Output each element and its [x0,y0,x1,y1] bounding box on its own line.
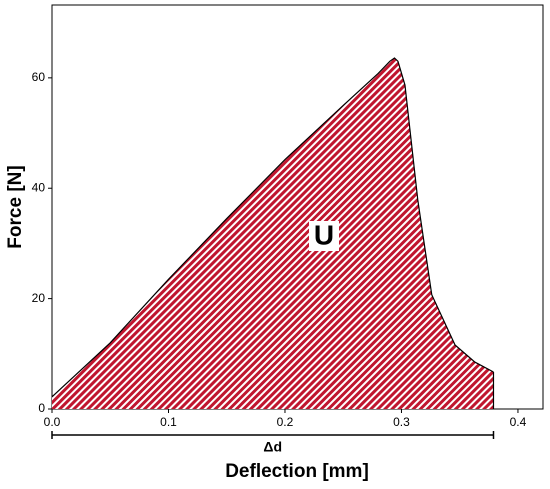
y-axis-label: Force [N] [5,165,26,248]
dimension-label: Δd [263,439,282,455]
x-tick-label: 0.4 [510,415,527,429]
x-tick-label: 0.1 [160,415,177,429]
y-tick-label: 40 [32,180,46,194]
x-tick-label: 0.0 [44,415,61,429]
annotation: U [314,219,334,250]
curve [51,57,494,398]
y-tick-label: 60 [32,70,46,84]
y-tick-label: 0 [38,401,45,415]
y-tick-label: 20 [32,291,46,305]
x-axis-label: Deflection [mm] [225,461,369,482]
area-fill [52,57,494,409]
x-tick-label: 0.3 [393,415,410,429]
x-tick-label: 0.2 [277,415,294,429]
annotation-box [309,221,339,251]
